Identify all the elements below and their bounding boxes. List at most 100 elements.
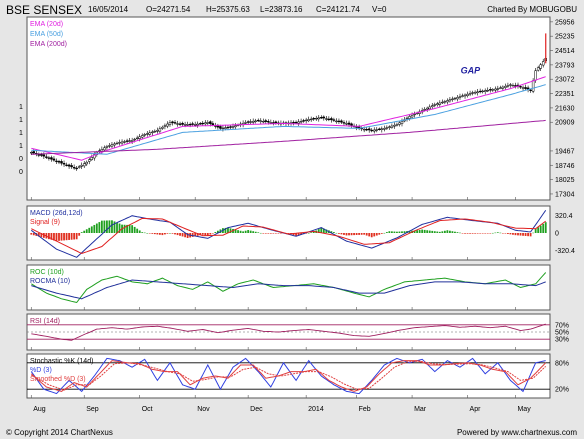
candle-body [456, 97, 459, 100]
macd-histogram-bar [111, 220, 113, 233]
macd-histogram-bar [489, 233, 492, 234]
macd-legend-1: MACD (26d,12d) [30, 210, 83, 217]
macd-histogram-bar [522, 233, 524, 236]
candle-body [161, 126, 164, 129]
price-legend-3: EMA (200d) [30, 41, 67, 48]
price-tick-label: 25956 [555, 19, 575, 26]
macd-histogram-bar [30, 233, 33, 235]
left-axis-label: 1 [19, 117, 23, 124]
left-axis-label: 0 [19, 169, 23, 176]
candle-body [446, 100, 449, 103]
candle-body [37, 154, 41, 156]
stoch-line-1 [30, 357, 546, 395]
price-tick-label: 20909 [555, 120, 575, 127]
candle-body [478, 90, 482, 93]
macd-histogram-bar [216, 230, 219, 233]
macd-histogram-bar [343, 233, 345, 235]
left-axis-label: 0 [19, 156, 23, 163]
macd-histogram-bar [451, 231, 454, 233]
macd-histogram-bar [363, 233, 366, 235]
macd-histogram-bar [297, 233, 300, 236]
candle-body [486, 89, 489, 92]
macd-histogram-bar [484, 233, 487, 234]
macd-histogram-bar [438, 231, 441, 233]
macd-histogram-bar [73, 233, 76, 240]
macd-histogram-bar [252, 231, 255, 233]
candle-body [211, 123, 215, 126]
candle-body [476, 91, 479, 93]
candle-body [90, 156, 94, 160]
candle-body [224, 127, 227, 129]
candle-body [468, 93, 472, 95]
macd-histogram-bar [388, 231, 391, 233]
macd-histogram-bar [358, 233, 361, 235]
candle-body [204, 122, 207, 125]
macd-histogram-bar [320, 227, 323, 233]
candle-body [332, 119, 336, 121]
candle-body [302, 120, 305, 122]
charted-by: Charted By MOBUGOBU [487, 5, 577, 14]
candle-body [441, 101, 444, 104]
macd-histogram-bar [237, 230, 239, 233]
stoch-line-2 [30, 360, 547, 392]
rsi-tick-label: 50% [555, 330, 569, 337]
macd-histogram-bar [423, 229, 426, 233]
roc-legend-1: ROC (10d) [30, 269, 64, 276]
macd-histogram-bar [325, 229, 328, 233]
candle-body [219, 126, 222, 129]
candle-body [166, 123, 169, 127]
price-legend-1: EMA (20d) [30, 21, 63, 28]
macd-histogram-bar [332, 232, 335, 233]
candle-body [385, 127, 389, 129]
candle-body [88, 159, 91, 162]
candle-body [398, 122, 401, 125]
macd-histogram-bar [211, 233, 214, 234]
macd-histogram-bar [456, 232, 459, 233]
candle-body [130, 140, 134, 142]
candle-body [375, 129, 379, 131]
candle-body [304, 119, 308, 122]
macd-histogram-bar [519, 233, 522, 236]
macd-histogram-bar [421, 229, 424, 233]
candle-body [335, 120, 338, 123]
price-tick-label: 19467 [555, 148, 575, 155]
candle-body [481, 90, 484, 93]
candle-body [148, 132, 152, 135]
macd-histogram-bar [345, 233, 348, 236]
macd-histogram-bar [141, 232, 144, 233]
macd-histogram-bar [491, 232, 494, 234]
macd-histogram-bar [90, 226, 93, 233]
x-tick-label: Sep [86, 406, 99, 413]
macd-histogram-bar [53, 233, 55, 241]
price-tick-label: 23072 [555, 77, 575, 84]
macd-histogram-bar [413, 230, 416, 233]
candle-body [539, 64, 542, 69]
macd-histogram-bar [481, 233, 484, 234]
candle-body [259, 120, 263, 122]
candle-body [473, 91, 477, 94]
macd-tick-label: -320.4 [555, 248, 575, 255]
candle-body [425, 107, 429, 110]
macd-histogram-bar [396, 231, 398, 233]
macd-histogram-bar [40, 233, 43, 238]
rsi-line [31, 323, 546, 341]
rsi-tick-label: 30% [555, 337, 569, 344]
candle-body [198, 123, 202, 125]
candle-body [110, 144, 114, 147]
price-tick-label: 24514 [555, 48, 575, 55]
candle-body [231, 126, 235, 128]
macd-histogram-bar [446, 230, 449, 233]
macd-histogram-bar [507, 233, 509, 234]
macd-histogram-bar [204, 233, 207, 236]
candle-body [103, 147, 106, 151]
macd-histogram-bar [418, 229, 421, 233]
candle-body [209, 121, 212, 124]
macd-histogram-bar [537, 227, 540, 233]
candle-body [383, 128, 386, 130]
candle-body [70, 165, 73, 168]
candle-body [534, 70, 537, 81]
candle-body [40, 154, 43, 156]
macd-histogram-bar [398, 231, 401, 233]
candle-body [138, 136, 141, 139]
candle-body [269, 122, 273, 124]
